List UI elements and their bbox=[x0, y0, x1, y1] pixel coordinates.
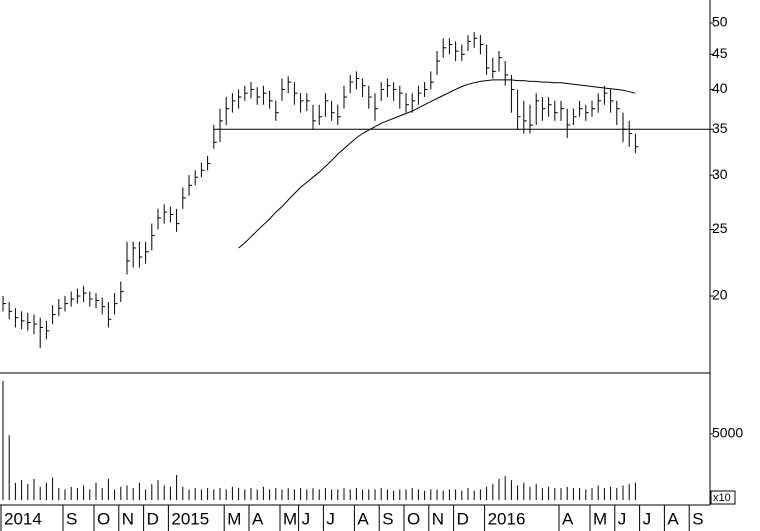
y-tick-label: 40 bbox=[712, 80, 728, 96]
x-tick-label: S bbox=[382, 509, 393, 528]
x-tick-label: M bbox=[227, 509, 241, 528]
x-tick-label: A bbox=[357, 509, 369, 528]
x-tick-label: J bbox=[326, 509, 335, 528]
x-tick-label: J bbox=[618, 509, 627, 528]
x-tick-label: J bbox=[302, 509, 311, 528]
x-tick-label: 2016 bbox=[488, 509, 526, 528]
x-tick-label: N bbox=[122, 509, 134, 528]
y-tick-label: 25 bbox=[712, 220, 728, 236]
volume-scale-label: x10 bbox=[713, 492, 731, 504]
y-tick-label: 45 bbox=[712, 45, 728, 61]
x-tick-label: D bbox=[457, 509, 469, 528]
x-tick-label: S bbox=[692, 509, 703, 528]
x-tick-label: N bbox=[432, 509, 444, 528]
x-tick-label: 2014 bbox=[4, 509, 42, 528]
y-tick-label: 50 bbox=[712, 14, 728, 30]
x-tick-label: S bbox=[66, 509, 77, 528]
x-tick-label: D bbox=[147, 509, 159, 528]
x-tick-label: M bbox=[593, 509, 607, 528]
x-tick-label: A bbox=[562, 509, 574, 528]
x-tick-label: O bbox=[407, 509, 420, 528]
x-tick-label: O bbox=[97, 509, 110, 528]
volume-tick-label: 5000 bbox=[712, 425, 743, 441]
y-tick-label: 20 bbox=[712, 287, 728, 303]
x-tick-label: A bbox=[667, 509, 679, 528]
y-tick-label: 35 bbox=[712, 120, 728, 136]
x-tick-label: A bbox=[252, 509, 264, 528]
scale-box bbox=[710, 490, 736, 505]
x-tick-label: 2015 bbox=[171, 509, 209, 528]
x-tick-label: M bbox=[283, 509, 297, 528]
moving-average bbox=[238, 79, 636, 249]
y-tick-label: 30 bbox=[712, 166, 728, 182]
x-tick-label: J bbox=[643, 509, 652, 528]
